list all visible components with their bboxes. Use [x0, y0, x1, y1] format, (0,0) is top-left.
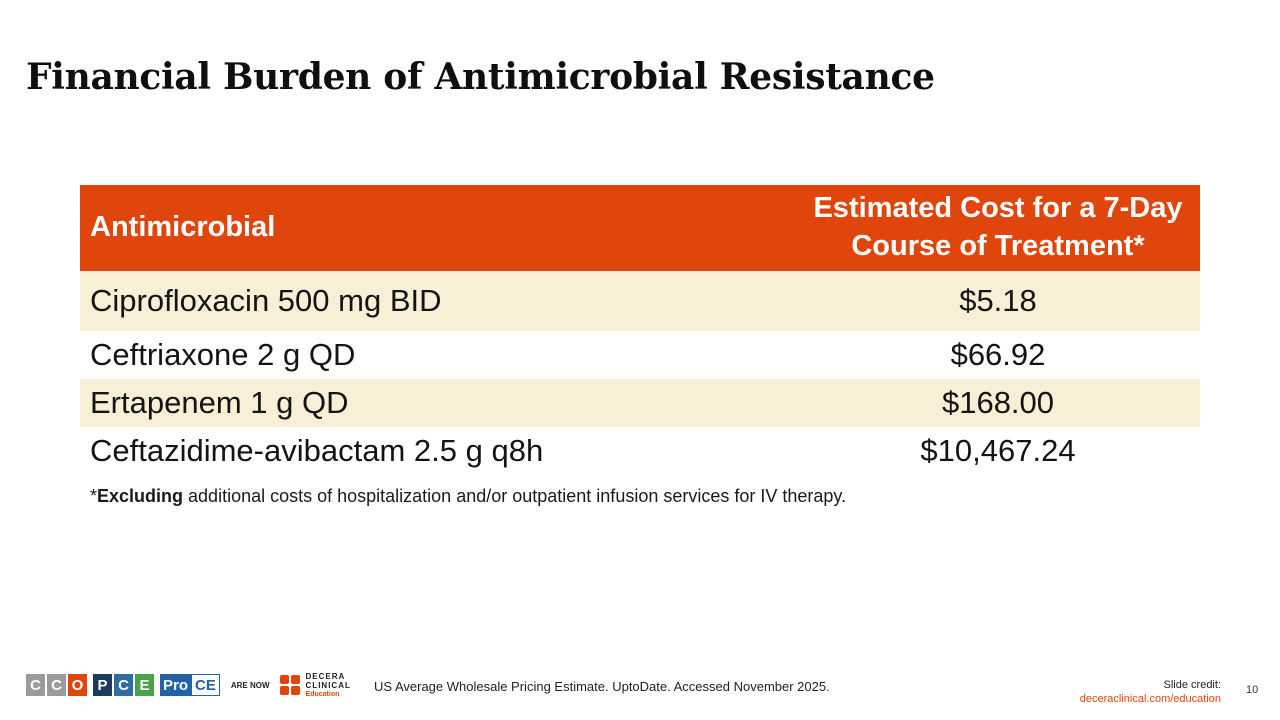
- page-number: 10: [1246, 684, 1259, 696]
- header-estimated-cost: Estimated Cost for a 7-Day Course of Tre…: [680, 185, 1200, 271]
- proce-ce: CE: [191, 674, 220, 696]
- table-row: Ceftazidime-avibactam 2.5 g q8h $10,467.…: [80, 427, 1200, 475]
- cco-letter: C: [47, 674, 66, 696]
- slide-title: Financial Burden of Antimicrobial Resist…: [26, 56, 935, 98]
- drug-cell: Ciprofloxacin 500 mg BID: [80, 271, 680, 331]
- cco-letter: C: [26, 674, 45, 696]
- header-antimicrobial: Antimicrobial: [80, 185, 680, 271]
- credit-link[interactable]: deceraclinical.com/education: [1079, 693, 1221, 705]
- table-row: Ertapenem 1 g QD $168.00: [80, 379, 1200, 427]
- pce-letter: C: [114, 674, 133, 696]
- cost-cell: $5.18: [680, 271, 1200, 331]
- drug-cell: Ceftazidime-avibactam 2.5 g q8h: [90, 433, 544, 468]
- proce-pro: Pro: [160, 674, 192, 696]
- slide-credit: Slide credit: deceraclinical.com/educati…: [1080, 678, 1221, 706]
- decera-line1: DECERA: [305, 671, 346, 681]
- source-reference: US Average Wholesale Pricing Estimate. U…: [374, 679, 830, 694]
- cost-cell: $168.00: [680, 379, 1200, 427]
- footnote-bold: Excluding: [97, 486, 184, 506]
- cost-table: Antimicrobial Estimated Cost for a 7-Day…: [80, 185, 1200, 475]
- drug-cell: Ertapenem 1 g QD: [80, 379, 680, 427]
- are-now-label: ARE NOW: [230, 680, 270, 690]
- pce-logo: P C E: [93, 674, 154, 696]
- table-row: Ceftriaxone 2 g QD $66.92: [80, 331, 1200, 379]
- credit-label: Slide credit:: [1163, 679, 1221, 691]
- table-header-row: Antimicrobial Estimated Cost for a 7-Day…: [80, 185, 1200, 271]
- cco-letter: O: [68, 674, 87, 696]
- pce-letter: P: [93, 674, 112, 696]
- cco-logo: C C O: [26, 674, 87, 696]
- footnote-asterisk: *: [90, 486, 98, 506]
- table-row: Ciprofloxacin 500 mg BID $5.18: [80, 271, 1200, 331]
- decera-mark-icon: [279, 675, 300, 695]
- brand-logos: C C O P C E Pro CE ARE NOW DECERA CLINIC…: [26, 671, 351, 699]
- decera-logo: DECERA CLINICAL Education: [279, 671, 351, 699]
- cost-cell: $10,467.24: [920, 433, 1076, 468]
- pce-letter: E: [135, 674, 154, 696]
- table-footnote: *Excluding additional costs of hospitali…: [90, 486, 846, 507]
- proce-logo: Pro CE: [160, 674, 220, 696]
- footnote-text: additional costs of hospitalization and/…: [183, 486, 847, 506]
- drug-cell: Ceftriaxone 2 g QD: [90, 337, 356, 372]
- cost-cell: $66.92: [950, 337, 1046, 372]
- decera-line2: CLINICAL: [305, 680, 351, 690]
- decera-line3: Education: [305, 690, 340, 698]
